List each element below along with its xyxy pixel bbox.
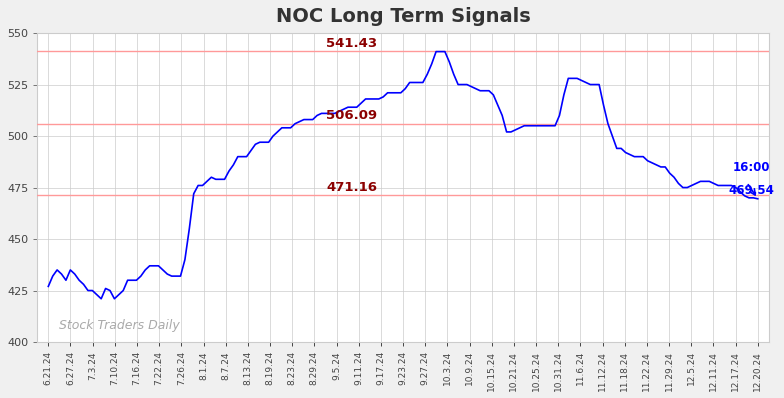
Title: NOC Long Term Signals: NOC Long Term Signals (276, 7, 531, 26)
Text: 506.09: 506.09 (326, 109, 377, 122)
Text: 469.54: 469.54 (728, 184, 774, 197)
Text: Stock Traders Daily: Stock Traders Daily (60, 319, 180, 332)
Text: 16:00: 16:00 (732, 161, 770, 174)
Text: 471.16: 471.16 (326, 181, 377, 194)
Text: 541.43: 541.43 (326, 37, 377, 50)
